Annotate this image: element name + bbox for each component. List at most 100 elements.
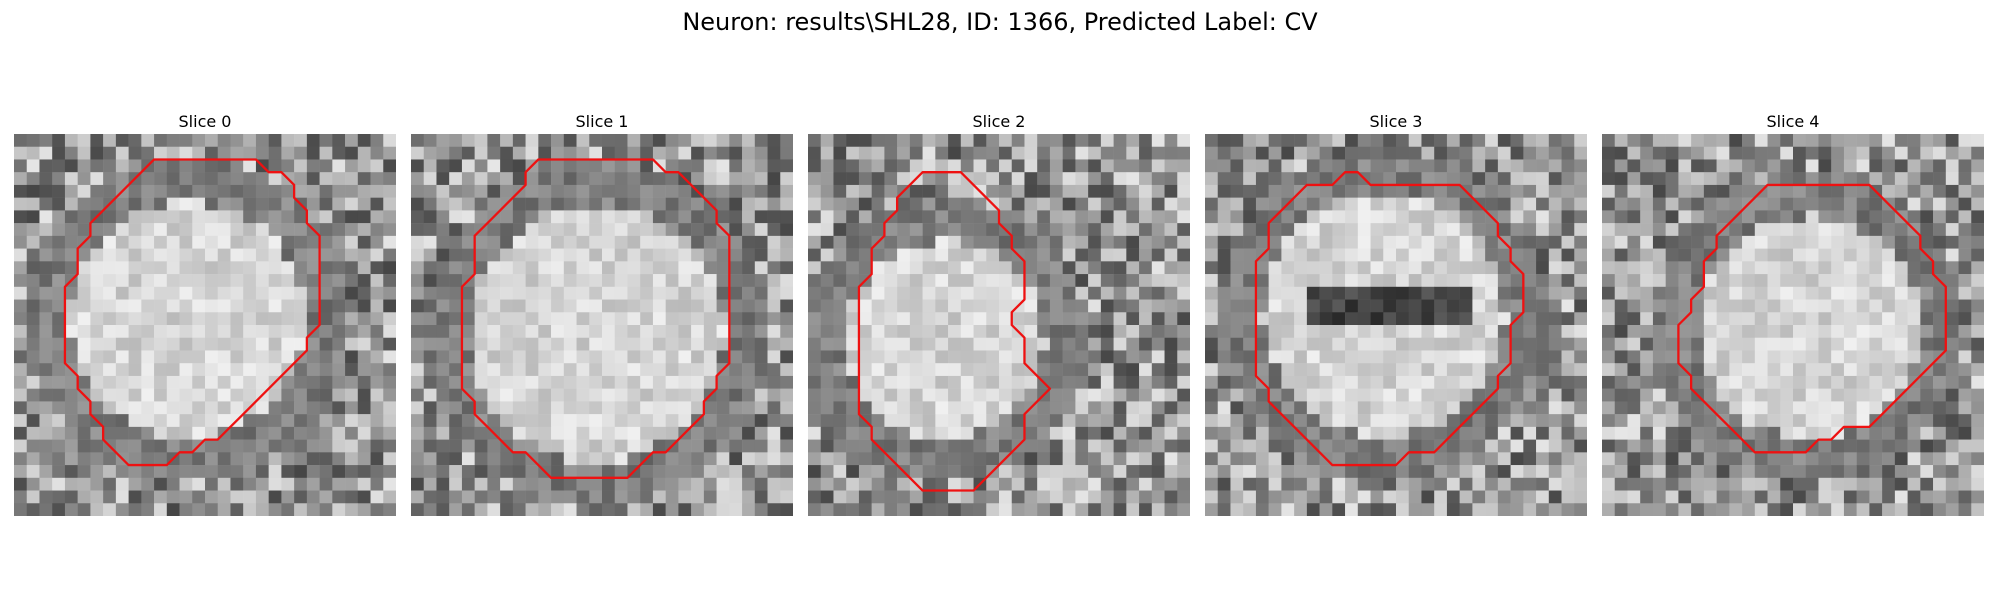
pixel: [1497, 350, 1511, 364]
pixel: [1510, 452, 1524, 466]
pixel: [1894, 299, 1908, 313]
pixel: [678, 146, 692, 160]
pixel: [1945, 414, 1959, 428]
pixel: [205, 350, 218, 364]
pixel: [115, 248, 129, 262]
pixel: [1602, 388, 1615, 402]
pixel: [1907, 325, 1921, 338]
pixel: [1869, 465, 1883, 479]
pixel: [729, 172, 743, 186]
pixel: [1088, 274, 1102, 288]
pixel: [332, 414, 346, 428]
pixel: [703, 210, 717, 224]
pixel: [678, 312, 692, 326]
pixel: [1446, 210, 1460, 224]
pixel: [576, 210, 590, 224]
pixel: [999, 388, 1012, 402]
pixel: [383, 223, 396, 237]
pixel: [192, 477, 206, 491]
pixel: [306, 172, 320, 186]
pixel: [1614, 490, 1628, 504]
pixel: [808, 210, 821, 224]
pixel: [1691, 299, 1705, 313]
pixel: [780, 452, 793, 466]
pixel: [884, 146, 898, 160]
pixel: [1767, 184, 1781, 198]
pixel: [576, 465, 590, 479]
pixel: [742, 312, 756, 326]
pixel: [1869, 261, 1883, 275]
pixel: [652, 274, 666, 288]
pixel: [729, 286, 743, 300]
pixel: [1665, 210, 1679, 224]
pixel: [1113, 223, 1127, 237]
pixel: [294, 223, 308, 237]
pixel: [512, 248, 526, 262]
pixel: [1243, 414, 1257, 428]
pixel: [1421, 274, 1435, 288]
pixel: [1075, 248, 1089, 262]
pixel: [858, 312, 872, 326]
pixel: [166, 439, 180, 453]
pixel: [589, 159, 603, 173]
pixel: [1920, 235, 1934, 249]
pixel: [999, 350, 1012, 364]
pixel: [729, 134, 743, 147]
pixel: [1678, 375, 1692, 389]
pixel: [90, 452, 104, 466]
pixel: [1548, 172, 1562, 186]
pixel: [1548, 465, 1562, 479]
pixel: [1793, 248, 1806, 262]
pixel: [26, 350, 40, 364]
pixel: [1869, 401, 1883, 415]
pixel: [243, 210, 257, 224]
pixel: [1793, 375, 1806, 389]
pixel: [436, 325, 450, 338]
pixel: [1126, 375, 1140, 389]
pixel: [179, 146, 193, 160]
pixel: [973, 375, 987, 389]
pixel: [1805, 477, 1819, 491]
pixel: [1614, 197, 1628, 211]
pixel: [897, 503, 911, 516]
pixel: [665, 490, 679, 504]
pixel: [128, 299, 142, 313]
pixel: [1548, 146, 1562, 160]
pixel: [1396, 299, 1409, 313]
pixel: [474, 325, 488, 338]
pixel: [1548, 210, 1562, 224]
pixel: [1345, 235, 1359, 249]
pixel: [1230, 465, 1244, 479]
pixel: [833, 325, 847, 338]
pixel: [1574, 401, 1587, 415]
pixel: [357, 274, 371, 288]
pixel: [192, 197, 206, 211]
pixel: [1100, 363, 1114, 377]
pixel: [64, 388, 78, 402]
pixel: [551, 388, 565, 402]
pixel: [1497, 401, 1511, 415]
pixel: [1088, 477, 1102, 491]
pixel: [1037, 261, 1051, 275]
pixel: [103, 503, 117, 516]
pixel: [1345, 350, 1359, 364]
pixel: [1075, 414, 1089, 428]
pixel: [26, 134, 40, 147]
pixel: [1281, 274, 1295, 288]
pixel: [665, 312, 679, 326]
pixel: [1729, 414, 1743, 428]
pixel: [1933, 452, 1947, 466]
pixel: [52, 465, 66, 479]
pixel: [1011, 274, 1025, 288]
pixel: [742, 414, 756, 428]
pixel: [370, 146, 384, 160]
pixel: [306, 363, 320, 377]
pixel: [1113, 465, 1127, 479]
pixel: [255, 312, 269, 326]
pixel: [1894, 159, 1908, 173]
pixel: [551, 401, 565, 415]
pixel: [383, 452, 396, 466]
pixel: [1780, 401, 1794, 415]
pixel: [1113, 299, 1127, 313]
pixel: [1268, 248, 1282, 262]
